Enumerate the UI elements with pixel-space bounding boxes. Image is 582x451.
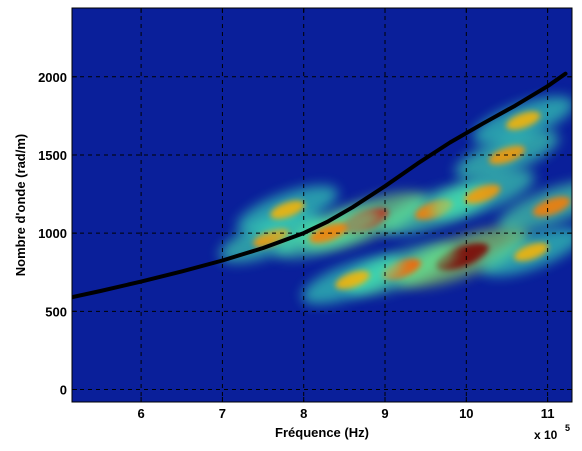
x-tick-label-2: 8 (300, 406, 307, 421)
energy-region-core-7 (532, 196, 571, 217)
axis-ticks: 6 7 8 9 10 11 0 500 1000 1500 2000 (38, 8, 572, 421)
y-tick-label-0: 0 (60, 382, 67, 397)
y-tick-label-4: 2000 (38, 70, 67, 85)
y-axis-label: Nombre d'onde (rad/m) (13, 134, 28, 277)
x-tick-label-0: 6 (137, 406, 144, 421)
energy-region-core-4 (435, 243, 489, 271)
energy-region-core-8 (514, 242, 549, 262)
x-tick-label-5: 11 (541, 406, 555, 421)
y-tick-label-1: 500 (45, 304, 67, 319)
x-tick-label-3: 9 (381, 406, 388, 421)
x-multiplier-exponent: 5 (565, 423, 570, 433)
x-axis-label: Fréquence (Hz) (275, 425, 369, 440)
energy-region-core-12 (464, 184, 501, 204)
axes-frame (71, 7, 573, 403)
energy-region-core-6 (335, 270, 370, 290)
y-tick-label-2: 1000 (38, 226, 67, 241)
x-tick-label-1: 7 (219, 406, 226, 421)
grid-lines (72, 8, 572, 402)
heatmap-energy-layer (219, 96, 572, 305)
y-tick-label-3: 1500 (38, 148, 67, 163)
dispersion-curve (72, 71, 568, 300)
x-multiplier-label: x 10 (534, 428, 558, 442)
energy-region-core-3 (506, 111, 541, 130)
energy-region-core-10 (270, 200, 305, 219)
x-tick-label-4: 10 (459, 406, 473, 421)
